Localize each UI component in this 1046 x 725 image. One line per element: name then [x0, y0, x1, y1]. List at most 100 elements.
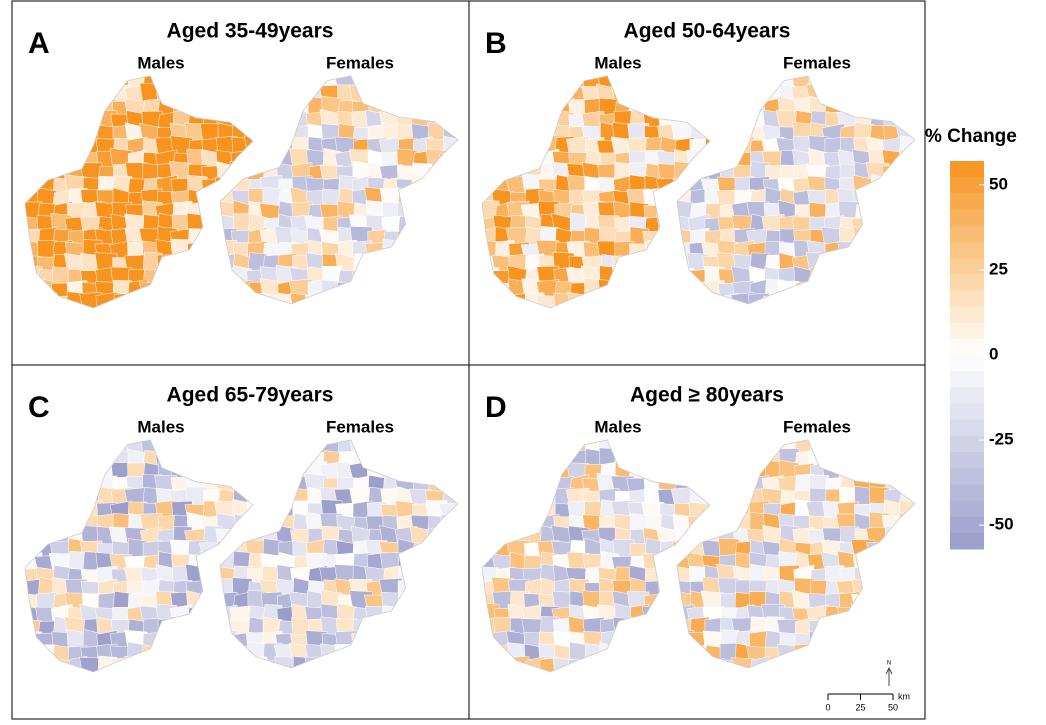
district [169, 656, 193, 672]
district [509, 450, 532, 469]
district [262, 126, 283, 144]
district [172, 291, 194, 308]
district [733, 110, 758, 131]
district [851, 659, 875, 668]
district [231, 292, 253, 308]
district [659, 76, 680, 93]
district [482, 515, 500, 534]
panel-letter: D [485, 391, 507, 424]
district [626, 644, 650, 664]
district [482, 279, 501, 300]
district [217, 461, 238, 482]
district [215, 97, 240, 120]
district [79, 84, 103, 107]
district [493, 502, 517, 521]
district [881, 646, 905, 665]
district [334, 644, 361, 665]
district [704, 76, 710, 94]
district [685, 149, 710, 171]
district [794, 656, 815, 668]
district [412, 461, 433, 483]
district [628, 450, 650, 471]
district [492, 149, 516, 170]
district [851, 644, 875, 664]
district [199, 279, 224, 300]
district [869, 200, 890, 222]
district [243, 477, 253, 497]
district [427, 617, 450, 640]
district [411, 254, 433, 275]
district [220, 99, 239, 118]
district [884, 593, 907, 612]
district [427, 228, 448, 249]
district [65, 478, 89, 495]
district [655, 618, 683, 638]
district [440, 177, 458, 196]
district [366, 642, 389, 665]
map-label: Males [594, 53, 641, 72]
district [247, 512, 253, 535]
district [67, 448, 90, 470]
legend-tick-label: 0 [989, 344, 998, 363]
district [883, 604, 907, 625]
district [884, 296, 905, 304]
district [412, 99, 436, 118]
district [427, 212, 448, 236]
district [719, 498, 740, 522]
district [245, 149, 270, 172]
district [868, 605, 893, 625]
district [49, 515, 75, 534]
district [677, 84, 697, 107]
district [49, 123, 75, 144]
district [366, 620, 390, 640]
district [734, 450, 757, 469]
district [700, 295, 728, 304]
district [25, 109, 45, 132]
district [494, 448, 517, 469]
district [247, 500, 253, 521]
district [126, 292, 148, 308]
district [522, 447, 545, 471]
district [703, 440, 725, 456]
district [704, 138, 710, 157]
district [656, 86, 680, 105]
district [247, 440, 253, 456]
district [899, 474, 915, 495]
district [397, 76, 419, 92]
district [865, 292, 892, 304]
district [423, 254, 450, 274]
district [366, 280, 388, 300]
district [628, 440, 650, 456]
district [820, 85, 846, 105]
district [202, 216, 223, 235]
color-step [950, 306, 984, 324]
district [199, 542, 224, 560]
color-step [950, 355, 984, 372]
district [641, 630, 665, 652]
district [442, 475, 458, 496]
district [629, 654, 651, 672]
district [186, 269, 208, 287]
district [322, 658, 343, 668]
color-step [950, 193, 984, 210]
district [412, 644, 433, 665]
district [25, 525, 43, 547]
district [524, 125, 547, 144]
district [220, 629, 238, 651]
district [25, 440, 45, 456]
district [521, 113, 547, 131]
district [656, 657, 681, 672]
district [247, 76, 253, 94]
district [659, 187, 681, 210]
district [686, 295, 710, 304]
district [198, 631, 224, 651]
district [524, 503, 545, 521]
district [613, 645, 637, 666]
district [244, 76, 269, 92]
district [202, 76, 224, 92]
district [482, 644, 501, 666]
district [381, 630, 405, 652]
district [382, 238, 405, 261]
district [822, 440, 845, 456]
district [367, 76, 389, 94]
